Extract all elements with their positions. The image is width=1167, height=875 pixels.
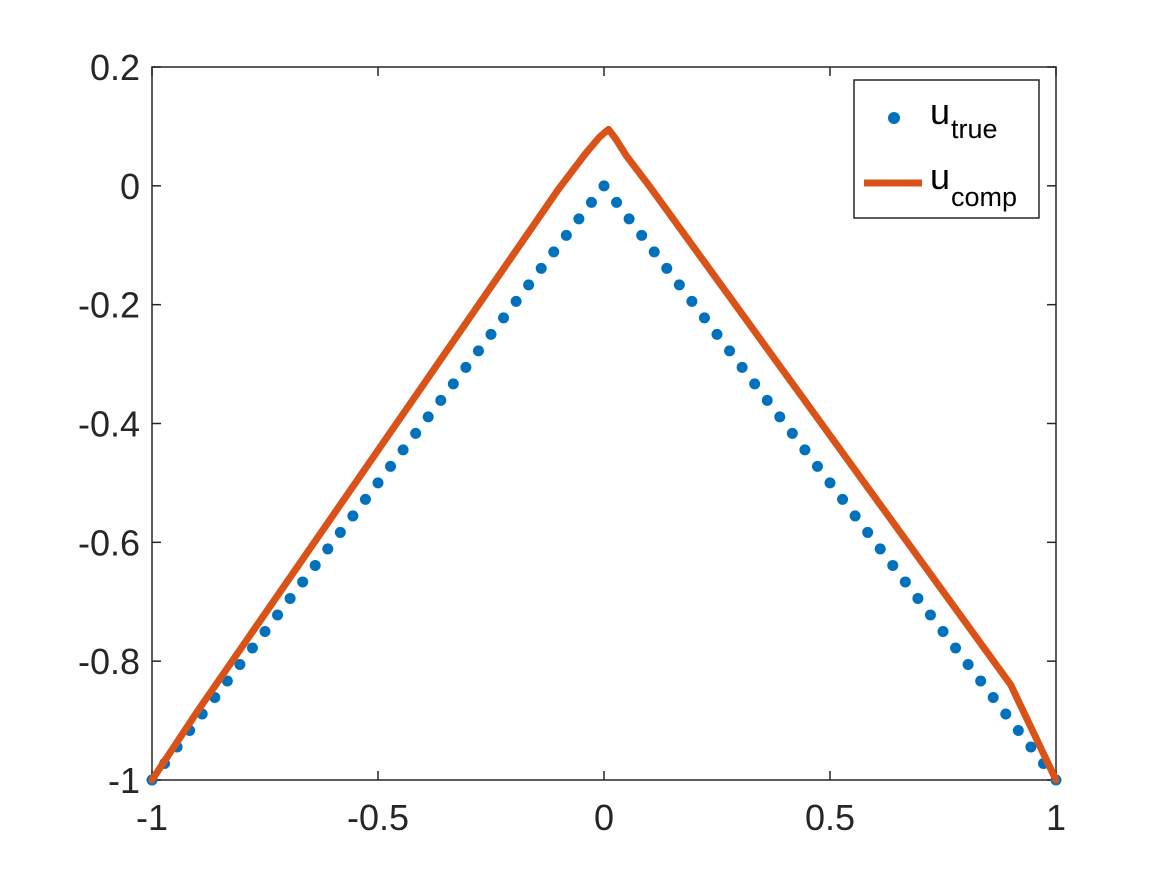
data-point-u-true [736,361,748,373]
data-point-u-true [598,180,610,192]
y-tick-label: -0.6 [78,522,140,563]
legend-entry-u-comp: u comp [864,156,1017,212]
series-layer [146,125,1062,786]
data-point-u-true [585,196,597,208]
data-point-u-true [573,213,585,225]
x-tick-label: 1 [1046,797,1066,838]
legend-label-u-true-sub: true [951,114,998,144]
data-point-u-true [447,378,459,390]
data-point-u-true [309,559,321,571]
data-point-u-true [899,576,911,588]
y-tick-label: 0.2 [90,47,140,88]
data-point-u-true [548,246,560,258]
x-tick-label: -1 [136,797,168,838]
data-point-u-true [987,691,999,703]
y-tick-label: -0.4 [78,404,140,445]
data-point-u-true [711,328,723,340]
data-point-u-true [824,477,836,489]
y-tick-label: -1 [108,760,140,801]
data-point-u-true [246,642,258,654]
data-point-u-true [698,312,710,324]
data-point-u-true [284,592,296,604]
legend: u true u comp [853,79,1040,219]
data-point-u-true [410,427,422,439]
data-point-u-true [472,345,484,357]
data-point-u-true [661,262,673,274]
data-point-u-true [485,328,497,340]
data-point-u-true [849,510,861,522]
legend-entry-u-true: u true [888,91,998,144]
data-point-u-true [560,229,572,241]
data-point-u-true [774,411,786,423]
data-point-u-true [887,559,899,571]
data-point-u-true [1000,708,1012,720]
data-point-u-true [837,493,849,505]
legend-box [853,79,1040,219]
data-point-u-true [435,394,447,406]
x-tick-label: 0 [594,797,614,838]
data-point-u-true [272,609,284,621]
x-tick-label: -0.5 [347,797,409,838]
data-point-u-true [1012,724,1024,736]
data-point-u-true [648,246,660,258]
data-point-u-true [322,543,334,555]
data-point-u-true [749,378,761,390]
data-point-u-true [799,444,811,456]
ticks-layer: -1 -0.5 0 0.5 1 -1 -0.8 -0.6 -0.4 -0.2 0 0.2 [78,47,1066,838]
data-point-u-true [347,510,359,522]
y-tick-label: 0 [120,166,140,207]
data-point-u-true [385,460,397,472]
data-point-u-true [397,444,409,456]
data-point-u-true [975,675,987,687]
data-point-u-true [950,642,962,654]
data-point-u-true [724,345,736,357]
series-u-true [146,180,1062,786]
data-point-u-true [761,394,773,406]
data-point-u-true [623,213,635,225]
data-point-u-true [811,460,823,472]
data-point-u-true [1025,741,1037,753]
data-point-u-true [523,279,535,291]
y-tick-label: -0.2 [78,285,140,326]
data-point-u-true [334,526,346,538]
data-point-u-true [937,625,949,637]
data-point-u-true [673,279,685,291]
data-point-u-true [535,262,547,274]
data-point-u-true [359,493,371,505]
data-point-u-true [372,477,384,489]
data-point-u-true [460,361,472,373]
x-tick-label: 0.5 [805,797,855,838]
data-point-u-true [297,576,309,588]
data-point-u-true [874,543,886,555]
legend-label-u-comp-sub: comp [951,182,1017,212]
data-point-u-true [636,229,648,241]
data-point-u-true [962,658,974,670]
legend-label-u-comp-main: u [930,156,950,197]
data-point-u-true [259,625,271,637]
data-point-u-true [498,312,510,324]
data-point-u-true [510,295,522,307]
data-point-u-true [234,658,246,670]
data-point-u-true [862,526,874,538]
data-point-u-true [912,592,924,604]
series-line-u-comp [148,125,1060,784]
y-tick-label: -0.8 [78,641,140,682]
legend-label-u-true-main: u [930,91,950,132]
data-point-u-true [686,295,698,307]
data-point-u-true [422,411,434,423]
data-point-u-true [611,196,623,208]
data-point-u-true [924,609,936,621]
legend-marker-u-true [888,112,900,124]
data-point-u-true [786,427,798,439]
